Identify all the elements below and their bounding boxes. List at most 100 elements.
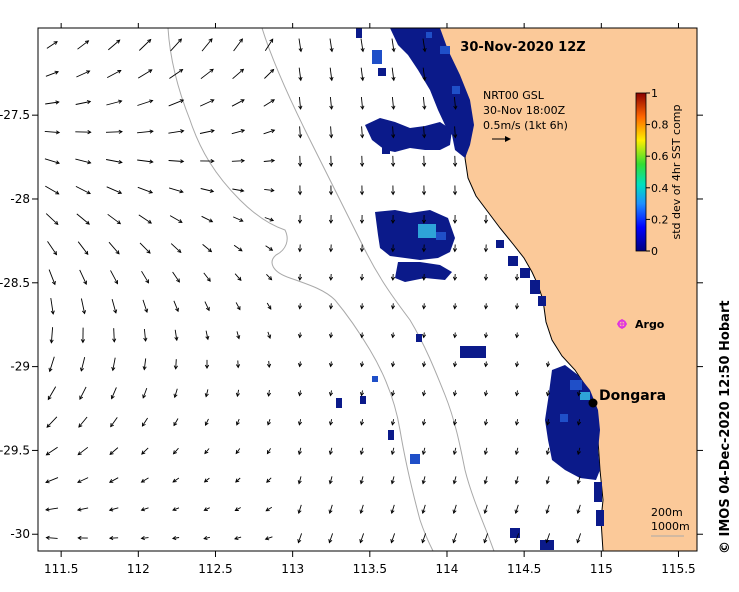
current-arrow [142, 299, 148, 313]
current-arrow-head [298, 162, 303, 168]
current-arrow [106, 70, 122, 78]
current-arrow-head [391, 76, 396, 82]
current-arrow [299, 126, 301, 138]
current-arrow-head [266, 450, 271, 455]
current-arrow-head [81, 310, 87, 315]
current-arrow-head [545, 363, 551, 368]
current-arrow-head [268, 276, 273, 281]
current-arrow-head [234, 507, 239, 511]
current-arrow [205, 418, 209, 426]
current-arrow-head [297, 305, 303, 310]
current-arrow-head [233, 536, 239, 541]
current-arrow [265, 245, 273, 251]
current-arrow-head [235, 478, 240, 483]
current-arrow-head [79, 367, 85, 372]
current-arrow-head [297, 334, 303, 339]
current-arrow-head [209, 188, 215, 193]
current-arrow [78, 416, 88, 428]
current-arrow-head [179, 99, 185, 104]
current-arrow-head [270, 99, 276, 104]
current-arrow [77, 507, 89, 511]
current-arrow [264, 188, 274, 192]
current-arrow [45, 101, 59, 105]
current-arrow [391, 504, 395, 514]
current-arrow-head [172, 478, 177, 483]
current-arrow [236, 389, 240, 397]
current-arrow-head [203, 478, 209, 483]
current-arrow-head [110, 395, 115, 400]
current-arrow-head [240, 129, 246, 134]
current-arrow [47, 241, 57, 255]
current-arrow [546, 476, 550, 484]
current-arrow-head [237, 276, 242, 281]
current-arrow [422, 96, 426, 110]
current-arrow-head [576, 480, 581, 485]
current-arrow-head [328, 191, 334, 196]
current-arrow-head [545, 509, 550, 514]
current-arrow-head [236, 306, 241, 311]
current-arrow-head [390, 191, 396, 196]
x-tick-label: 112 [127, 562, 150, 576]
current-arrow [80, 356, 86, 372]
current-arrow [484, 447, 488, 455]
current-arrow [329, 419, 333, 425]
isobath-1000m [167, 28, 434, 551]
current-arrow [298, 504, 302, 514]
current-arrow [329, 476, 333, 484]
current-arrow-head [55, 130, 61, 135]
current-arrow [577, 476, 581, 484]
current-arrow [234, 536, 242, 540]
current-arrow-head [50, 310, 55, 315]
current-arrow [77, 241, 89, 255]
current-info-line2: 30-Nov 18:00Z [483, 104, 566, 117]
current-arrow-head [328, 363, 334, 368]
current-arrow [174, 329, 178, 341]
current-arrow [546, 504, 550, 514]
current-arrow-head [483, 363, 489, 368]
current-arrow-head [84, 40, 90, 45]
current-arrow [76, 70, 90, 78]
current-arrow-head [422, 105, 427, 110]
current-arrow [515, 476, 519, 484]
current-arrow [392, 126, 394, 138]
current-arrow-head [140, 507, 145, 512]
x-tick-label: 114.5 [507, 562, 541, 576]
current-arrow-head [148, 189, 154, 194]
current-arrow-head [210, 129, 215, 134]
current-arrow-head [79, 395, 84, 400]
current-arrow [137, 100, 153, 106]
current-arrow-head [514, 392, 520, 397]
x-tick-label: 113.5 [353, 562, 387, 576]
current-arrow-head [140, 478, 146, 483]
x-tick-label: 113 [281, 562, 304, 576]
current-arrow-head [108, 536, 114, 541]
x-tick-label: 112.5 [198, 562, 232, 576]
current-arrow [75, 185, 91, 195]
current-arrow-head [360, 76, 365, 82]
current-arrow-head [452, 509, 457, 514]
current-arrow-head [483, 509, 488, 514]
current-arrow [170, 243, 182, 253]
current-arrow-head [141, 422, 146, 427]
current-arrow [265, 506, 273, 512]
current-arrow-head [147, 219, 152, 224]
current-arrow-head [208, 38, 213, 43]
current-arrow-head [298, 134, 303, 139]
current-arrow [49, 356, 55, 372]
current-arrow [330, 126, 332, 138]
current-arrow [577, 419, 581, 425]
current-arrow-head [359, 450, 364, 456]
current-arrow [109, 507, 119, 511]
current-arrow-head [118, 99, 123, 104]
current-arrow [298, 476, 302, 484]
current-arrow [108, 241, 120, 255]
current-arrow-head [390, 219, 396, 224]
current-arrow-head [109, 450, 114, 456]
current-arrow-head [297, 480, 302, 485]
current-arrow-head [172, 450, 177, 455]
y-tick-label: -28.5 [0, 276, 30, 290]
current-arrow-head [270, 158, 276, 163]
current-arrow [75, 101, 91, 105]
colorbar [635, 92, 647, 252]
current-arrow [105, 131, 123, 133]
